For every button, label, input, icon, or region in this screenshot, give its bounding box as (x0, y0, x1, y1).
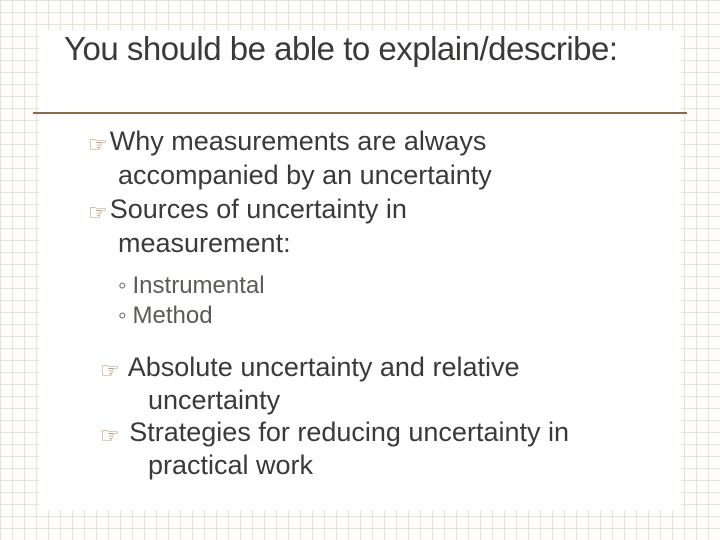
bullet-text: Strategies for reducing uncertainty in (129, 417, 569, 447)
list-item: ☞Sources of uncertainty in (88, 194, 664, 226)
bullet-text-cont: uncertainty (148, 384, 664, 416)
list-item: ☞ Strategies for reducing uncertainty in (100, 416, 664, 448)
bullet-text-cont: measurement: (118, 228, 664, 260)
bullet-text: Absolute uncertainty and relative (128, 352, 520, 382)
title-container: You should be able to explain/describe: (64, 30, 656, 68)
swirl-icon: ☞ (88, 200, 108, 226)
swirl-icon: ☞ (88, 132, 108, 158)
circle-icon: ◦ (118, 301, 127, 331)
list-item: ☞ Absolute uncertainty and relative (100, 351, 664, 383)
list-item: ◦Instrumental (118, 271, 664, 301)
swirl-icon: ☞ (100, 423, 120, 449)
bullet-text: Sources of uncertainty in (110, 194, 407, 224)
list-item: ◦Method (118, 301, 664, 331)
bullet-text: Why measurements are always (110, 126, 487, 156)
list-item: ☞Why measurements are always (88, 126, 664, 158)
slide: You should be able to explain/describe: … (0, 0, 720, 540)
bullet-text: Instrumental (133, 272, 265, 299)
vspace (88, 331, 664, 351)
bullet-text: Method (133, 302, 213, 329)
circle-icon: ◦ (118, 271, 127, 301)
bullet-text-cont: practical work (148, 449, 664, 481)
vspace (88, 261, 664, 271)
bullet-text-cont: accompanied by an uncertainty (118, 160, 664, 192)
swirl-icon: ☞ (100, 358, 120, 384)
title-underline (33, 112, 687, 114)
slide-title: You should be able to explain/describe: (64, 30, 656, 68)
slide-body: ☞Why measurements are always accompanied… (88, 126, 664, 481)
